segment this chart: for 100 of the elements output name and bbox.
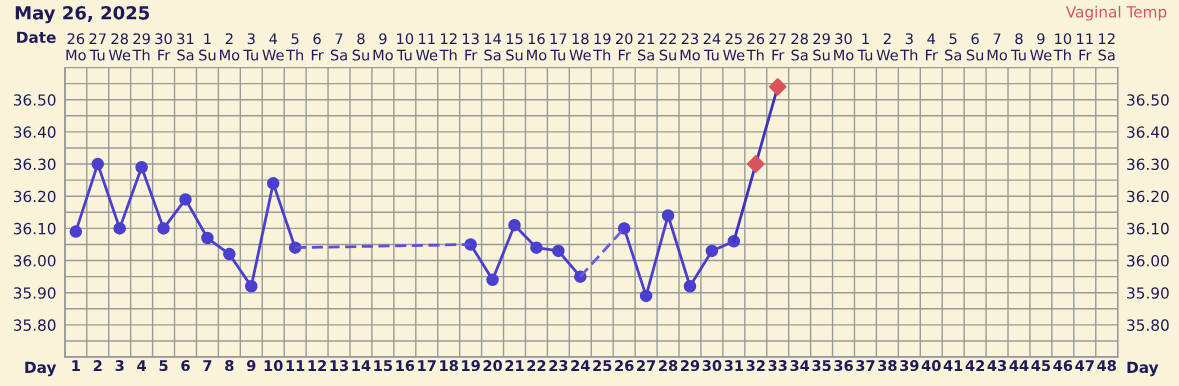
x2-tick-label: 1 Su <box>199 33 216 61</box>
y-tick-label: 36.40 <box>13 126 56 138</box>
x2-tick-label: 4 We <box>262 33 284 61</box>
y2-tick-label: 36.00 <box>1127 255 1169 267</box>
x-tick-label: 12 <box>308 360 326 371</box>
x2-tick-label: 3 Tu <box>243 33 258 61</box>
x2-tick-label: 29 Th <box>132 33 150 61</box>
y-tick-label: 36.50 <box>13 94 56 106</box>
point <box>552 244 565 258</box>
x-tick-label: 45 <box>1031 360 1051 372</box>
x2-tick-label: 31 Sa <box>177 33 194 61</box>
x-tick-label: 30 <box>702 360 722 372</box>
x-tick-label: 26 <box>615 360 634 372</box>
x-tick-label: 34 <box>790 360 810 372</box>
y2-tick-label: 36.20 <box>1127 190 1169 203</box>
point <box>223 247 236 261</box>
x-tick-label: 10 <box>264 360 283 372</box>
point <box>661 209 675 222</box>
x2-tick-label: 3 Th <box>900 33 918 61</box>
point <box>245 280 258 293</box>
y-tick-label: 36.00 <box>13 255 56 267</box>
x2-tick-label: 11 Fr <box>1077 33 1093 61</box>
x-tick-label: 20 <box>483 360 503 372</box>
x-tick-label: 7 <box>203 360 212 371</box>
x2-tick-label: 11 We <box>415 33 438 61</box>
x2-tick-label: 30 Mo <box>834 33 854 61</box>
x2-tick-label: 18 We <box>569 33 591 61</box>
x2-tick-label: 24 Tu <box>703 33 721 61</box>
y2-tick-label: 36.40 <box>1127 126 1169 138</box>
x2-tick-label: 5 Sa <box>945 33 961 61</box>
x-tick-label: 38 <box>878 360 897 372</box>
point <box>617 222 631 235</box>
y-tick-label: 35.80 <box>13 319 56 331</box>
x2-tick-label: 6 Su <box>966 33 984 61</box>
x-tick-label: 18 <box>440 360 458 372</box>
x-tick-label: 17 <box>418 360 436 371</box>
x-tick-label: 31 <box>724 360 743 372</box>
x2-tick-label: 12 Sa <box>1098 33 1115 61</box>
x2-tick-label: 19 Th <box>593 33 611 61</box>
x2-tick-label: 9 We <box>1030 33 1052 61</box>
x-tick-label: 6 <box>181 360 190 372</box>
x2-tick-label: 20 Fr <box>615 33 633 61</box>
x-tick-label: 8 <box>225 360 234 372</box>
y-tick-label: 35.90 <box>13 287 56 299</box>
point <box>266 177 280 190</box>
x2-axis-title: Date <box>17 31 56 44</box>
x2-tick-label: 28 Sa <box>791 33 808 61</box>
x2-tick-label: 8 Su <box>352 33 369 61</box>
x-tick-label: 41 <box>943 360 963 371</box>
x2-tick-label: 2 We <box>876 33 898 61</box>
x-tick-label: 23 <box>549 360 568 372</box>
point <box>639 289 653 303</box>
x-tick-label: 27 <box>637 360 656 371</box>
point <box>113 222 126 235</box>
x2-tick-label: 13 Fr <box>462 33 479 61</box>
x-tick-label: 33 <box>768 360 787 372</box>
x2-tick-label: 6 Fr <box>311 33 324 61</box>
x2-tick-label: 26 Th <box>746 33 765 61</box>
x2-tick-label: 17 Tu <box>550 33 567 61</box>
x-tick-label: 9 <box>246 360 256 372</box>
x-tick-label: 44 <box>1009 360 1029 371</box>
x-tick-label: 29 <box>680 360 700 372</box>
x-tick-label: 15 <box>374 360 393 372</box>
point <box>530 241 543 254</box>
x-tick-label: 11 <box>286 360 305 371</box>
x-tick-label: 16 <box>396 360 415 372</box>
x2-tick-label: 7 Sa <box>330 33 347 61</box>
x-tick-label: 35 <box>812 360 831 372</box>
x2-tick-label: 14 Sa <box>484 33 502 61</box>
y2-tick-label: 35.80 <box>1127 319 1169 331</box>
point <box>508 218 521 232</box>
point <box>768 77 787 96</box>
x-tick-label: 42 <box>965 360 984 371</box>
x2-tick-label: 10 Th <box>1053 33 1072 61</box>
x2-tick-label: 29 Su <box>813 33 830 61</box>
x2-tick-label: 2 Mo <box>220 33 240 61</box>
x-tick-label: 4 <box>137 360 147 371</box>
x-tick-label: 47 <box>1075 360 1094 371</box>
point <box>705 244 719 258</box>
x-tick-label: 43 <box>987 360 1007 372</box>
x2-tick-label: 27 Fr <box>769 33 786 61</box>
x-tick-label: 21 <box>505 360 524 371</box>
y-tick-label: 36.20 <box>13 190 56 203</box>
y2-tick-label: 36.50 <box>1127 94 1169 106</box>
point <box>69 225 83 238</box>
x2-tick-label: 15 Su <box>506 33 523 61</box>
x-tick-label: 24 <box>571 360 590 371</box>
x-tick-label: 2 <box>93 360 102 371</box>
chart-title: May 26, 2025 <box>15 5 150 24</box>
x-tick-label: 25 <box>593 360 612 372</box>
x2-tick-label: 8 Tu <box>1010 33 1026 61</box>
x-tick-label: 48 <box>1097 360 1116 372</box>
x2-tick-label: 7 Mo <box>987 33 1008 61</box>
y2-tick-label: 35.90 <box>1127 287 1169 299</box>
point <box>157 222 170 235</box>
x2-tick-label: 5 Th <box>286 33 303 61</box>
x-tick-label: 5 <box>159 360 168 372</box>
x-tick-label: 1 <box>72 360 80 371</box>
x2-tick-label: 25 We <box>723 33 745 61</box>
x-tick-label: 28 <box>659 360 678 372</box>
